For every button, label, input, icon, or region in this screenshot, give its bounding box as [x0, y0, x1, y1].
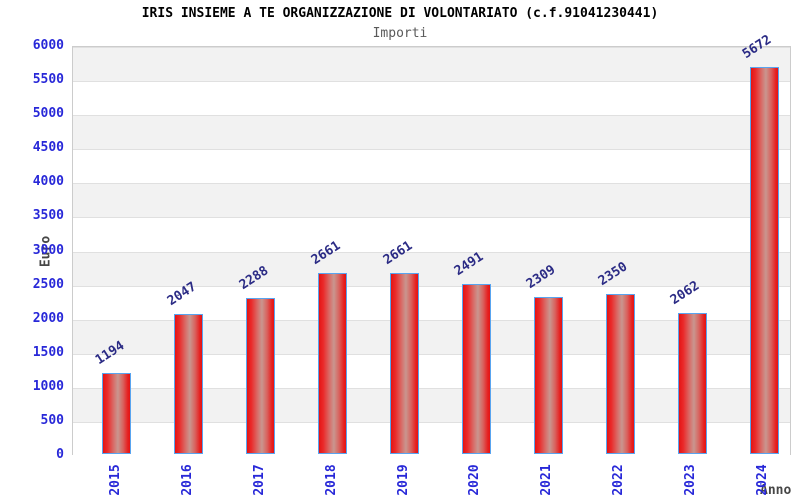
- x-tick-label: 2020: [467, 464, 483, 496]
- bar-2023: [677, 313, 707, 454]
- x-tick-label: 2022: [611, 464, 627, 496]
- x-tick-label: 2023: [683, 464, 699, 496]
- chart-subtitle: Importi: [372, 26, 428, 41]
- y-tick-label: 3000: [32, 242, 64, 258]
- y-tick-label: 3500: [32, 208, 64, 224]
- y-tick-label: 2000: [32, 310, 64, 326]
- grid-band: [73, 285, 790, 320]
- y-tick-label: 4500: [32, 140, 64, 156]
- y-tick-label: 6000: [32, 38, 64, 53]
- y-tick-label: 1500: [32, 344, 64, 360]
- y-tick-label: 1000: [32, 378, 64, 394]
- bar-2024: [749, 67, 779, 454]
- x-tick-label: 2018: [323, 464, 339, 496]
- chart-title: IRIS INSIEME A TE ORGANIZZAZIONE DI VOLO…: [141, 6, 659, 21]
- bar-2022: [605, 293, 635, 454]
- x-tick-label: 2021: [539, 464, 555, 496]
- x-axis-title: Anno: [760, 483, 792, 498]
- plot-area: 1194 2047 2288 2661 2661 2491 2309 2350 2062 5672: [72, 33, 791, 456]
- grid-band: [73, 47, 790, 82]
- x-tick-label: 2016: [179, 464, 195, 496]
- x-tick-label: 2017: [251, 464, 267, 496]
- grid-band: [73, 115, 790, 150]
- bar-2019: [390, 272, 420, 454]
- y-tick-label: 500: [40, 412, 64, 428]
- bar-2015: [102, 372, 132, 454]
- x-tick-label: 2019: [395, 464, 411, 496]
- grid-band: [73, 183, 790, 218]
- y-tick-label: 5500: [32, 72, 64, 88]
- grid-band: [73, 149, 790, 184]
- bar-2018: [318, 272, 348, 454]
- x-tick-label: 2015: [107, 464, 123, 496]
- y-tick-label: 2500: [32, 276, 64, 292]
- y-tick-label: 4000: [32, 174, 64, 190]
- bar-2021: [533, 296, 563, 454]
- grid-band: [73, 217, 790, 252]
- grid-band: [73, 251, 790, 286]
- bar-2016: [174, 314, 204, 454]
- y-tick-label: 5000: [32, 106, 64, 122]
- grid-band: [73, 81, 790, 116]
- x-tick-label: 2024: [755, 464, 771, 496]
- bar-2020: [461, 284, 491, 454]
- bar-2017: [246, 298, 276, 454]
- y-tick-label: 0: [56, 447, 64, 462]
